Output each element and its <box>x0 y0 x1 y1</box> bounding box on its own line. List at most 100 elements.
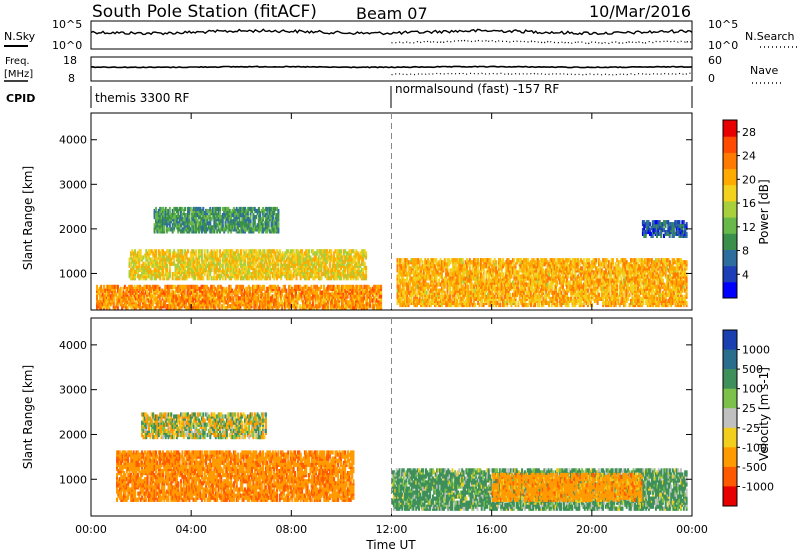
heatmap-cell <box>195 217 198 222</box>
heatmap-cell <box>193 272 196 277</box>
heatmap-cell <box>230 225 233 230</box>
heatmap-cell <box>203 221 206 226</box>
heatmap-cell <box>335 257 338 262</box>
heatmap-cell <box>219 249 221 254</box>
heatmap-cell <box>148 261 150 266</box>
heatmap-cell <box>159 225 162 230</box>
heatmap-cell <box>262 272 265 277</box>
heatmap-cell <box>225 225 228 230</box>
heatmap-cell <box>148 274 150 279</box>
heatmap-cell <box>313 261 316 266</box>
heatmap-cell <box>234 208 237 214</box>
heatmap-cell <box>160 227 163 232</box>
heatmap-cell <box>257 288 260 293</box>
heatmap-cell <box>310 288 313 293</box>
heatmap-cell <box>153 208 156 214</box>
heatmap-cell <box>162 211 164 216</box>
heatmap-cell <box>189 261 192 266</box>
heatmap-cell <box>299 284 302 289</box>
heatmap-cell <box>320 249 323 254</box>
heatmap-cell <box>277 288 279 293</box>
heatmap-cell <box>357 284 360 289</box>
heatmap-cell <box>251 227 253 232</box>
heatmap-cell <box>210 217 213 222</box>
heatmap-cell <box>205 255 208 260</box>
heatmap-cell <box>116 300 119 305</box>
heatmap-cell <box>332 304 335 309</box>
heatmap-cell <box>175 302 178 307</box>
heatmap-cell <box>157 300 160 305</box>
heatmap-cell <box>317 276 320 281</box>
heatmap-cell <box>400 264 403 269</box>
heatmap-cell <box>207 272 210 277</box>
heatmap-cell <box>242 225 245 230</box>
heatmap-cell <box>162 221 164 226</box>
heatmap-cell <box>263 284 266 289</box>
heatmap-cell <box>345 255 348 260</box>
heatmap-cell <box>188 217 191 222</box>
heatmap-cell <box>190 296 193 301</box>
heatmap-cell <box>173 257 176 262</box>
heatmap-cell <box>295 292 298 297</box>
heatmap-cell <box>363 274 366 279</box>
heatmap-cell <box>317 286 320 291</box>
heatmap-cell <box>258 294 261 299</box>
heatmap-cell <box>186 290 189 295</box>
heatmap-cell <box>192 225 195 230</box>
heatmap-cell <box>148 284 151 289</box>
heatmap-cell <box>267 217 270 222</box>
heatmap-cell <box>181 213 184 218</box>
heatmap-cell <box>231 288 234 293</box>
heatmap-cell <box>331 255 334 260</box>
heatmap-cell <box>236 300 239 305</box>
heatmap-cell <box>154 284 157 289</box>
heatmap-cell <box>201 302 204 307</box>
heatmap-cell <box>300 286 303 291</box>
heatmap-cell <box>213 249 216 254</box>
heatmap-cell <box>353 298 356 303</box>
heatmap-cell <box>192 206 195 212</box>
heatmap-cell <box>131 265 134 270</box>
heatmap-cell <box>182 265 185 270</box>
heatmap-cell <box>241 211 244 216</box>
heatmap-cell <box>294 253 297 258</box>
heatmap-cell <box>143 253 146 258</box>
heatmap-cell <box>295 302 298 307</box>
heatmap-cell <box>333 251 336 256</box>
heatmap-cell <box>245 269 248 275</box>
heatmap-cell <box>281 267 284 273</box>
heatmap-cell <box>171 294 174 299</box>
heatmap-cell <box>306 272 309 277</box>
heatmap-cell <box>210 284 213 289</box>
heatmap-cell <box>103 284 105 289</box>
heatmap-cell <box>168 284 171 289</box>
heatmap-cell <box>170 257 173 262</box>
heatmap-cell <box>320 298 323 303</box>
heatmap-cell <box>330 300 332 305</box>
nsky-tick-bottom: 10^0 <box>52 39 82 52</box>
heatmap-cell <box>132 298 135 303</box>
heatmap-cell <box>397 284 400 289</box>
heatmap-cell <box>309 269 312 275</box>
heatmap-cell <box>203 259 206 264</box>
heatmap-cell <box>210 290 213 295</box>
heatmap-cell <box>153 223 156 228</box>
heatmap-cell <box>333 259 336 264</box>
heatmap-cell <box>183 290 186 295</box>
heatmap-cell <box>135 302 137 307</box>
heatmap-cell <box>283 253 285 258</box>
heatmap-cell <box>217 284 220 289</box>
freq-label-line1: Freq. <box>5 56 30 67</box>
heatmap-cell <box>218 284 221 289</box>
heatmap-cell <box>232 206 235 212</box>
heatmap-cell <box>267 223 270 228</box>
heatmap-cell <box>132 286 135 291</box>
heatmap-cell <box>203 284 206 289</box>
heatmap-cell <box>323 296 325 301</box>
heatmap-cell <box>155 261 157 266</box>
heatmap-cell <box>313 276 316 281</box>
heatmap-cell <box>168 257 171 262</box>
heatmap-cell <box>244 261 246 266</box>
heatmap-cell <box>321 290 324 295</box>
heatmap-cell <box>234 217 237 222</box>
